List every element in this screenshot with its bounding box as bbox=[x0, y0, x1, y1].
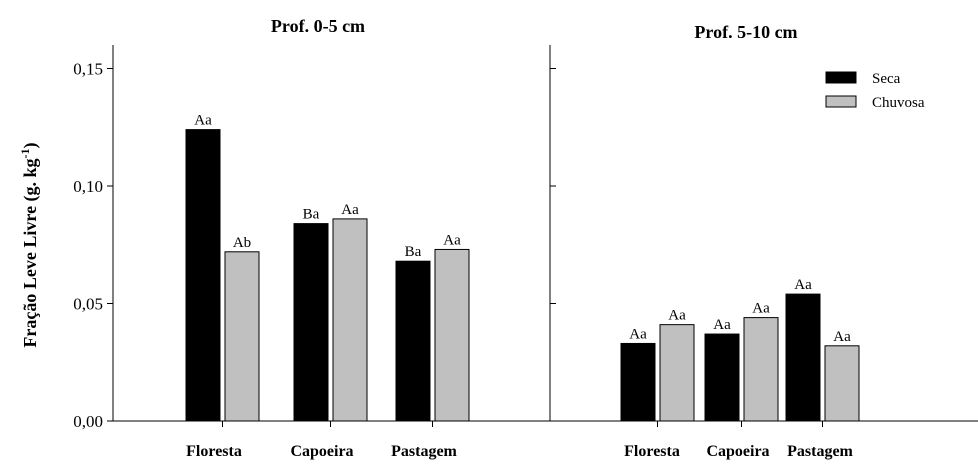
bar-significance-label: Ba bbox=[405, 244, 422, 260]
bar-chuvosa bbox=[224, 251, 260, 422]
y-axis-label: Fração Leve Livre (g. kg-1) bbox=[18, 142, 41, 347]
bar-seca bbox=[293, 223, 329, 422]
y-axis-label-main: Fração Leve Livre (g. kg bbox=[20, 158, 41, 347]
legend-label: Chuvosa bbox=[872, 95, 925, 111]
bar-seca bbox=[785, 293, 821, 422]
x-tick-label: Capoeira bbox=[706, 443, 769, 460]
y-tick-label: 0,00 bbox=[73, 412, 103, 431]
bar-chuvosa bbox=[332, 218, 368, 422]
plot-area: 0,00 0,05 0,10 0,15 Prof. 0-5 cm Floresta Aa Ab… bbox=[73, 16, 978, 460]
bar-chuvosa bbox=[434, 248, 470, 422]
bar-significance-label: Ba bbox=[303, 207, 320, 223]
x-tick-label: Pastagem bbox=[391, 443, 457, 460]
bar-significance-label: Aa bbox=[341, 202, 359, 218]
y-axis-label-close: ) bbox=[20, 142, 41, 148]
x-tick-label: Floresta bbox=[186, 443, 242, 460]
bar-chuvosa bbox=[824, 345, 860, 422]
x-tick-label: Pastagem bbox=[787, 443, 853, 460]
y-tick-label: 0,05 bbox=[73, 295, 103, 314]
bar-significance-label: Aa bbox=[833, 329, 851, 345]
bar-seca bbox=[395, 260, 431, 422]
bar-significance-label: Aa bbox=[794, 277, 812, 293]
y-axis-label-exponent: -1 bbox=[18, 148, 32, 158]
legend-swatch-chuvosa bbox=[825, 95, 857, 108]
bar-chuvosa bbox=[743, 317, 779, 422]
bar-seca bbox=[620, 342, 656, 422]
panel-title: Prof. 0-5 cm bbox=[271, 16, 365, 36]
panel-title: Prof. 5-10 cm bbox=[694, 22, 797, 42]
bar-significance-label: Aa bbox=[194, 113, 212, 129]
bar-chuvosa bbox=[659, 324, 695, 422]
bar-seca bbox=[185, 129, 221, 422]
bar-significance-label: Aa bbox=[752, 301, 770, 317]
bar-significance-label: Aa bbox=[713, 317, 731, 333]
x-tick-label: Floresta bbox=[624, 443, 680, 460]
bar-significance-label: Aa bbox=[443, 232, 461, 248]
bar-significance-label: Aa bbox=[629, 326, 647, 342]
y-tick-label: 0,15 bbox=[73, 60, 103, 79]
bar-significance-label: Aa bbox=[668, 308, 686, 324]
bar-seca bbox=[704, 333, 740, 422]
y-tick-label: 0,10 bbox=[73, 177, 103, 196]
bar-significance-label: Ab bbox=[233, 235, 251, 251]
x-tick-label: Capoeira bbox=[290, 443, 353, 460]
legend-swatch-seca bbox=[825, 71, 857, 84]
legend-label: Seca bbox=[872, 71, 901, 87]
